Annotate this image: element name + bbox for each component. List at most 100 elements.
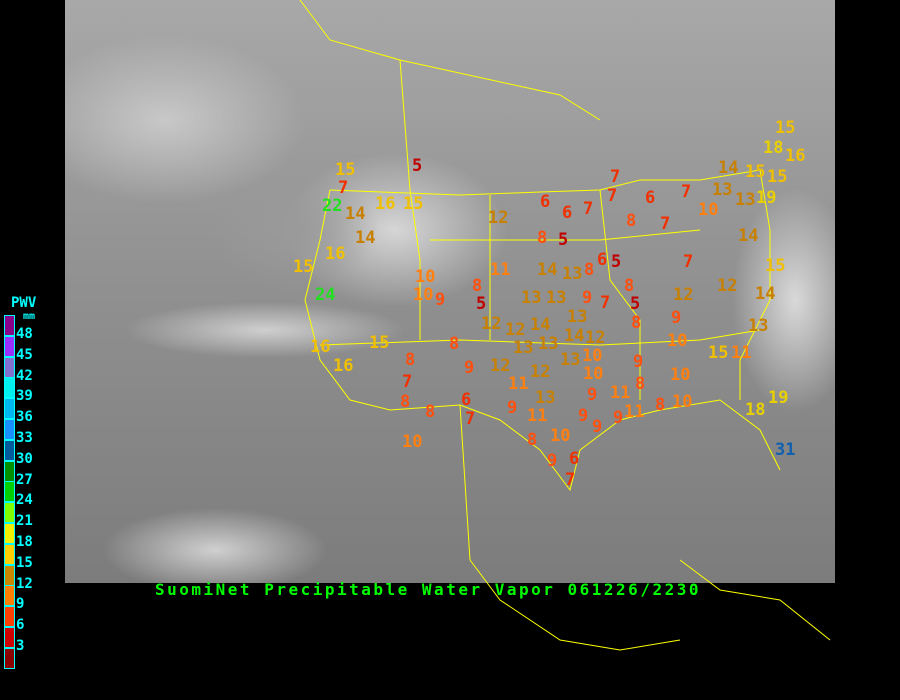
station-pwv-value: 10 bbox=[582, 345, 603, 366]
boundary-line bbox=[739, 169, 771, 400]
legend-swatch bbox=[4, 439, 15, 461]
station-pwv-value: 11 bbox=[610, 382, 631, 403]
boundary-line bbox=[319, 329, 761, 346]
station-pwv-value: 6 bbox=[461, 389, 472, 410]
station-pwv-value: 8 bbox=[584, 259, 595, 280]
station-pwv-value: 9 bbox=[592, 416, 603, 437]
station-pwv-value: 5 bbox=[476, 293, 487, 314]
station-pwv-value: 12 bbox=[585, 327, 606, 348]
station-pwv-value: 16 bbox=[375, 193, 396, 214]
station-pwv-value: 7 bbox=[402, 371, 413, 392]
legend-swatch bbox=[4, 606, 15, 628]
station-pwv-value: 12 bbox=[488, 207, 509, 228]
station-pwv-value: 16 bbox=[310, 336, 331, 357]
station-pwv-value: 12 bbox=[490, 355, 511, 376]
station-pwv-value: 14 bbox=[738, 225, 759, 246]
station-pwv-value: 10 bbox=[415, 266, 436, 287]
station-pwv-value: 15 bbox=[403, 193, 424, 214]
legend-swatch bbox=[4, 543, 15, 565]
station-pwv-value: 5 bbox=[412, 155, 423, 176]
station-pwv-value: 10 bbox=[402, 431, 423, 452]
legend-label: 6 bbox=[16, 617, 25, 634]
map-title: SuomiNet Precipitable Water Vapor 061226… bbox=[155, 580, 701, 599]
station-pwv-value: 14 bbox=[355, 227, 376, 248]
legend-label: 39 bbox=[16, 388, 33, 405]
station-pwv-value: 7 bbox=[683, 251, 694, 272]
legend-label: 3 bbox=[16, 638, 25, 654]
station-pwv-value: 14 bbox=[718, 157, 739, 178]
station-pwv-value: 12 bbox=[481, 313, 502, 334]
station-pwv-value: 13 bbox=[521, 287, 542, 308]
station-pwv-value: 9 bbox=[633, 351, 644, 372]
station-pwv-value: 8 bbox=[635, 373, 646, 394]
station-pwv-value: 24 bbox=[315, 284, 336, 305]
station-pwv-value: 6 bbox=[597, 249, 608, 270]
station-pwv-value: 13 bbox=[712, 179, 733, 200]
legend-label: 15 bbox=[16, 554, 33, 571]
station-pwv-value: 8 bbox=[624, 275, 635, 296]
legend-label: 27 bbox=[16, 471, 33, 488]
legend-swatch bbox=[4, 356, 15, 378]
station-pwv-value: 12 bbox=[673, 284, 694, 305]
legend-swatch bbox=[4, 564, 15, 586]
boundary-line bbox=[430, 229, 701, 241]
boundary-line bbox=[599, 189, 641, 400]
legend-swatch bbox=[4, 460, 15, 482]
station-pwv-value: 19 bbox=[756, 187, 777, 208]
station-pwv-value: 9 bbox=[435, 289, 446, 310]
station-pwv-value: 7 bbox=[681, 181, 692, 202]
legend-label: 42 bbox=[16, 367, 33, 384]
station-pwv-value: 9 bbox=[671, 307, 682, 328]
legend-label: 48 bbox=[16, 326, 33, 342]
legend-swatch bbox=[4, 585, 15, 607]
legend-swatch bbox=[4, 335, 15, 357]
legend-label: 24 bbox=[16, 492, 33, 509]
station-pwv-value: 10 bbox=[672, 391, 693, 412]
station-pwv-value: 11 bbox=[490, 259, 511, 280]
legend-swatch bbox=[4, 377, 15, 399]
station-pwv-value: 13 bbox=[748, 315, 769, 336]
station-pwv-value: 13 bbox=[562, 263, 583, 284]
station-pwv-value: 11 bbox=[508, 373, 529, 394]
station-pwv-value: 9 bbox=[613, 407, 624, 428]
station-pwv-value: 18 bbox=[763, 137, 784, 158]
station-pwv-value: 10 bbox=[670, 364, 691, 385]
station-pwv-value: 13 bbox=[513, 337, 534, 358]
station-pwv-value: 14 bbox=[755, 283, 776, 304]
station-pwv-value: 8 bbox=[449, 333, 460, 354]
legend-swatch bbox=[4, 419, 15, 440]
legend-label: 9 bbox=[16, 596, 25, 613]
station-pwv-value: 9 bbox=[464, 357, 475, 378]
station-pwv-value: 15 bbox=[335, 159, 356, 180]
station-pwv-value: 31 bbox=[775, 439, 796, 460]
station-pwv-value: 8 bbox=[626, 210, 637, 231]
station-pwv-value: 8 bbox=[405, 349, 416, 370]
station-pwv-value: 15 bbox=[775, 117, 796, 138]
station-pwv-value: 8 bbox=[631, 312, 642, 333]
legend-swatch bbox=[4, 315, 15, 336]
station-pwv-value: 5 bbox=[630, 293, 641, 314]
station-pwv-value: 13 bbox=[567, 306, 588, 327]
station-pwv-value: 8 bbox=[472, 275, 483, 296]
legend-swatch bbox=[4, 647, 15, 669]
station-pwv-value: 7 bbox=[607, 185, 618, 206]
station-pwv-value: 15 bbox=[765, 255, 786, 276]
station-pwv-value: 8 bbox=[537, 227, 548, 248]
legend-label: 18 bbox=[16, 534, 33, 550]
station-pwv-value: 11 bbox=[731, 342, 752, 363]
station-pwv-value: 9 bbox=[587, 384, 598, 405]
station-pwv-value: 9 bbox=[582, 287, 593, 308]
station-pwv-value: 15 bbox=[293, 256, 314, 277]
station-pwv-value: 15 bbox=[708, 342, 729, 363]
station-pwv-value: 11 bbox=[527, 405, 548, 426]
legend-swatch bbox=[4, 398, 15, 420]
station-pwv-value: 8 bbox=[425, 401, 436, 422]
station-pwv-value: 6 bbox=[562, 202, 573, 223]
boundary-line bbox=[304, 189, 781, 492]
satellite-map bbox=[65, 0, 835, 583]
station-pwv-value: 7 bbox=[338, 177, 349, 198]
station-pwv-value: 7 bbox=[600, 292, 611, 313]
station-pwv-value: 13 bbox=[546, 287, 567, 308]
station-pwv-value: 7 bbox=[465, 408, 476, 429]
